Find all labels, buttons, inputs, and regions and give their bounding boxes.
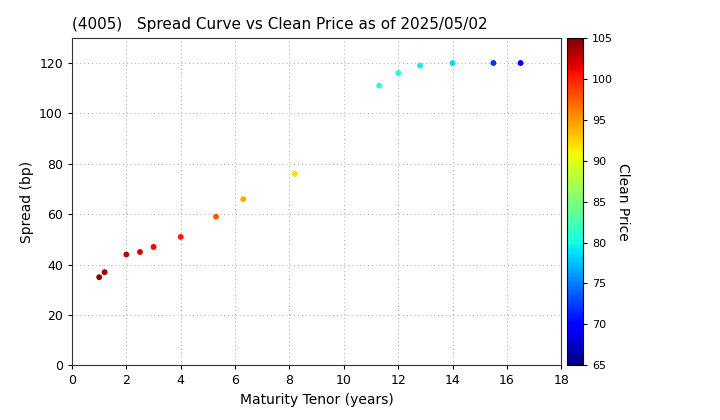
Point (447, 60, 459, 66)
Point (392, 70, 404, 76)
X-axis label: Maturity Tenor (years): Maturity Tenor (years) (240, 393, 394, 407)
Point (210, 213, 222, 220)
Point (414, 62, 426, 69)
Point (121, 251, 132, 258)
Point (487, 60, 499, 66)
Point (175, 234, 186, 240)
Y-axis label: Clean Price: Clean Price (616, 163, 629, 241)
Text: (4005)   Spread Curve vs Clean Price as of 2025/05/02: (4005) Spread Curve vs Clean Price as of… (72, 18, 487, 32)
Point (99, 269, 110, 276)
Point (134, 249, 145, 255)
Point (238, 196, 249, 202)
Point (148, 244, 159, 250)
Y-axis label: Spread (bp): Spread (bp) (19, 160, 34, 243)
Point (515, 60, 526, 66)
Point (94, 274, 105, 281)
Point (374, 82, 385, 89)
Point (289, 171, 301, 177)
